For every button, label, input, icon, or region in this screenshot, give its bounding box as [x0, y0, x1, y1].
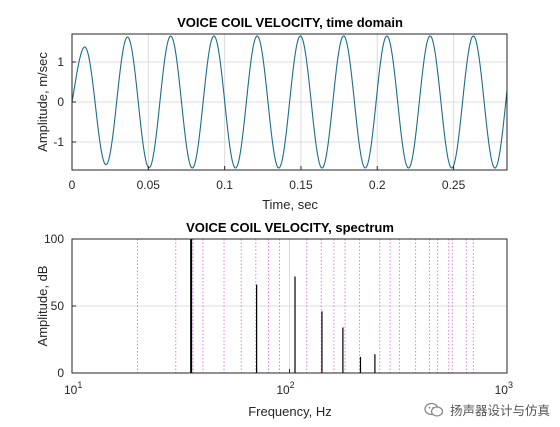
time-domain-chart: VOICE COIL VELOCITY, time domain 0 0.05 0.… — [35, 15, 508, 212]
top-series — [71, 35, 508, 169]
top-x-tick-label: 0.05 — [137, 178, 161, 192]
bottom-chart-title: VOICE COIL VELOCITY, spectrum — [186, 220, 394, 235]
bottom-y-label: Amplitude, dB — [35, 266, 50, 347]
bottom-y-tick-label: 100 — [44, 232, 64, 246]
bottom-x-tick-label: 102 — [276, 380, 294, 397]
spectrum-bars — [190, 239, 376, 373]
bottom-x-label: Frequency, Hz — [248, 404, 332, 419]
wechat-icon — [424, 402, 444, 417]
top-x-tick-label: 0.25 — [442, 178, 466, 192]
top-chart-title: VOICE COIL VELOCITY, time domain — [177, 15, 403, 30]
spectrum-chart: VOICE COIL VELOCITY, spectrum 101 102 103 … — [35, 220, 513, 419]
top-y-label: Amplitude, m/sec — [35, 52, 50, 152]
bottom-y-tick-label: 50 — [51, 299, 65, 313]
bottom-y-ticks: 0 50 100 — [44, 232, 76, 380]
bottom-x-tick-label: 101 — [64, 380, 82, 397]
top-y-tick-label: -1 — [53, 135, 64, 149]
top-y-tick-label: 1 — [57, 55, 64, 69]
watermark: 扬声器设计与仿真 — [419, 398, 554, 421]
bottom-x-ticks: 101 102 103 — [64, 369, 513, 397]
bottom-y-tick-label: 0 — [57, 366, 64, 380]
top-x-tick-label: 0.1 — [216, 178, 233, 192]
top-y-ticks: -1 0 1 — [53, 55, 76, 149]
top-x-tick-label: 0.15 — [289, 178, 313, 192]
top-y-tick-label: 0 — [57, 95, 64, 109]
top-x-tick-label: 0 — [69, 178, 76, 192]
top-x-tick-label: 0.2 — [369, 178, 386, 192]
watermark-text: 扬声器设计与仿真 — [449, 403, 550, 418]
harmonic-markers — [137, 239, 474, 373]
bottom-x-tick-label: 103 — [495, 380, 513, 397]
velocity-waveform-line — [71, 35, 508, 169]
top-x-label: Time, sec — [262, 197, 318, 212]
top-x-ticks: 0 0.05 0.1 0.15 0.2 0.25 — [69, 166, 466, 192]
